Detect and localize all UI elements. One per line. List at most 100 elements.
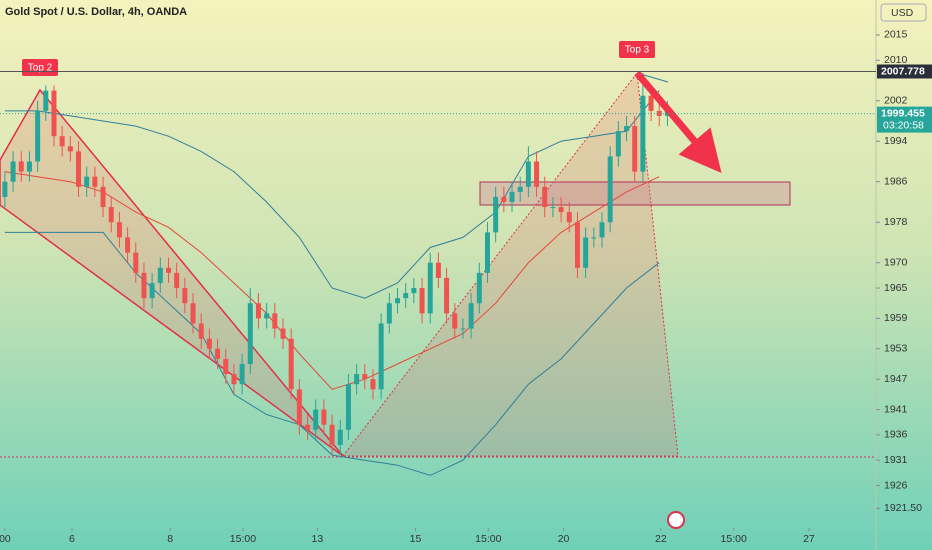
- candle-body: [648, 95, 654, 111]
- candle-body: [313, 409, 319, 430]
- x-tick-label: 6: [69, 533, 75, 545]
- candle-body: [345, 384, 351, 430]
- candle-body: [558, 207, 564, 213]
- candle-body: [542, 186, 548, 208]
- candle-body: [206, 338, 212, 349]
- candle-body: [51, 90, 57, 137]
- x-tick-label: 27: [803, 533, 815, 545]
- rising-triangle: [341, 71, 679, 457]
- candle-body: [337, 429, 343, 445]
- candle-body: [2, 181, 8, 197]
- x-tick-label: 8: [167, 533, 173, 545]
- annotation-box: [619, 41, 655, 58]
- band-line: [4, 90, 660, 299]
- arrow: [634, 70, 722, 174]
- last-price-tag: [877, 106, 932, 133]
- candle-body: [460, 328, 466, 330]
- candle-body: [566, 212, 572, 223]
- x-tick-label: 15: [410, 533, 422, 545]
- x-tick-label: 15:00: [230, 533, 256, 545]
- candle-body: [599, 222, 605, 238]
- candle-body: [525, 161, 531, 187]
- y-tick-label: 2015: [884, 29, 908, 41]
- candle-body: [419, 288, 425, 314]
- price-tag: [877, 64, 932, 79]
- candle-body: [43, 90, 49, 111]
- candle-body: [509, 191, 515, 202]
- candle-body: [321, 409, 327, 425]
- candle-body: [632, 126, 638, 172]
- candle-body: [517, 186, 523, 192]
- candle-body: [607, 156, 613, 223]
- candle-body: [411, 288, 417, 294]
- candle-body: [476, 272, 482, 304]
- candle-body: [239, 363, 245, 385]
- candle-body: [92, 176, 98, 187]
- y-tick-label: 1986: [884, 176, 908, 188]
- candle-body: [133, 252, 139, 273]
- candle-body: [182, 288, 188, 304]
- x-tick-label: 15:00: [475, 533, 501, 545]
- y-tick-label: 1926: [884, 479, 908, 491]
- candle-body: [264, 313, 270, 319]
- candle-body: [550, 207, 556, 209]
- candle-body: [231, 374, 237, 385]
- candle-body: [10, 161, 16, 182]
- candle-body: [67, 146, 73, 152]
- candle-body: [427, 262, 433, 314]
- candle-body: [354, 374, 360, 385]
- candle-body: [190, 303, 196, 324]
- candle-body: [640, 95, 646, 172]
- y-tick-label: 1947: [884, 373, 908, 385]
- y-tick-label: 1953: [884, 343, 908, 355]
- candle-body: [591, 237, 597, 239]
- y-tick-label: 1941: [884, 403, 908, 415]
- x-tick-label: 15:00: [721, 533, 747, 545]
- candle-body: [247, 303, 253, 364]
- candle-body: [370, 379, 376, 390]
- annotation: Top 3: [625, 45, 650, 56]
- candle-body: [534, 161, 540, 187]
- candle-body: [444, 277, 450, 314]
- candle-body: [35, 110, 41, 162]
- currency: USD: [891, 7, 914, 19]
- candle-body: [174, 272, 180, 289]
- candle-body: [574, 222, 580, 268]
- annotation: Top 2: [28, 63, 53, 74]
- supply-zone: [479, 181, 791, 206]
- y-tick-label: 2010: [884, 54, 908, 66]
- candle-body: [59, 136, 65, 147]
- candle-body: [198, 323, 204, 339]
- candle-body: [255, 303, 261, 319]
- y-tick-label: 1959: [884, 312, 908, 324]
- candle-body: [395, 298, 401, 304]
- chart-title: Gold Spot / U.S. Dollar, 4h, OANDA: [5, 6, 187, 18]
- candle-body: [84, 176, 90, 187]
- y-tick-label: 1994: [884, 135, 908, 147]
- y-tick-label: 1936: [884, 429, 908, 441]
- candle-body: [141, 272, 147, 299]
- x-tick-label: 22: [655, 533, 667, 545]
- candle-body: [501, 196, 507, 202]
- countdown: 03:20:58: [883, 119, 924, 131]
- y-tick-label: 2002: [884, 95, 908, 107]
- last-price-label: 1999.455: [881, 107, 925, 119]
- band-line: [4, 171, 660, 390]
- candle-body: [329, 424, 335, 445]
- logo: [667, 511, 685, 529]
- candle-body: [76, 151, 82, 187]
- candle-body: [386, 303, 392, 324]
- y-tick-label: 1978: [884, 216, 908, 228]
- candle-body: [223, 358, 229, 375]
- candle-body: [468, 303, 474, 329]
- candle-body: [362, 374, 368, 380]
- candle-body: [100, 186, 106, 208]
- x-tick-label: 13: [312, 533, 324, 545]
- candle-body: [305, 424, 311, 430]
- candle-body: [125, 237, 131, 253]
- candle-body: [26, 161, 32, 172]
- candle-body: [296, 389, 302, 425]
- candle-body: [615, 131, 621, 157]
